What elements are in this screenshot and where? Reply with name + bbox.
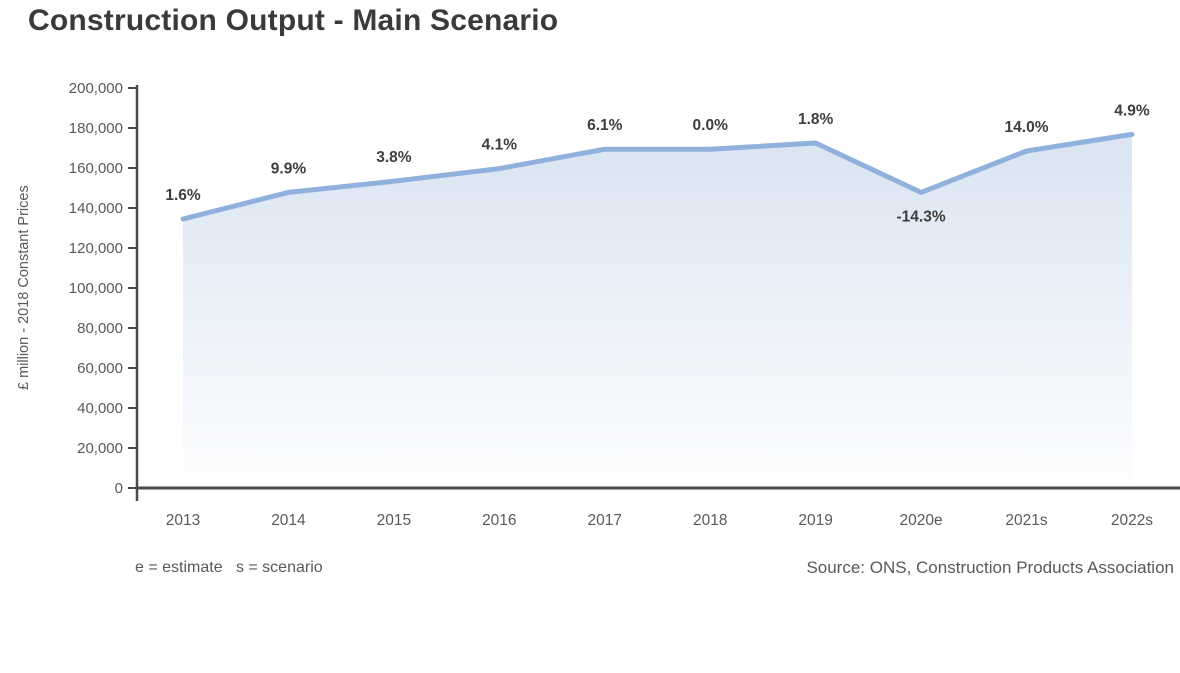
data-label: 1.6%: [165, 187, 201, 204]
x-axis-label: 2016: [482, 512, 516, 529]
x-axis-label: 2021s: [1005, 512, 1047, 529]
y-tick-label: 160,000: [69, 160, 123, 177]
x-axis-label: 2017: [588, 512, 622, 529]
y-tick-label: 140,000: [69, 200, 123, 217]
data-label: 3.8%: [376, 149, 412, 166]
y-tick-label: 60,000: [77, 360, 123, 377]
trend-line: [180, 131, 1135, 222]
y-tick-label: 200,000: [69, 80, 123, 97]
x-axis-label: 2022s: [1111, 512, 1153, 529]
x-axis-label: 2014: [271, 512, 306, 529]
chart-title: Construction Output - Main Scenario: [28, 4, 559, 37]
x-axis-label: 2013: [166, 512, 200, 529]
y-tick-label: 180,000: [69, 120, 123, 137]
source-attribution: Source: ONS, Construction Products Assoc…: [806, 558, 1174, 577]
y-tick-label: 0: [115, 480, 123, 497]
data-label: 1.8%: [798, 111, 834, 128]
x-axis-label: 2019: [798, 512, 832, 529]
x-axis-label: 2015: [377, 512, 411, 529]
y-tick-label: 100,000: [69, 280, 123, 297]
data-label: 9.9%: [271, 160, 307, 177]
y-tick-label: 80,000: [77, 320, 123, 337]
data-label: 14.0%: [1005, 119, 1049, 136]
footnote-legend: e = estimate s = scenario: [135, 559, 323, 576]
data-label: 4.1%: [482, 137, 518, 154]
y-tick-label: 20,000: [77, 440, 123, 457]
data-label: -14.3%: [897, 208, 946, 225]
area-fill: [183, 134, 1132, 487]
y-tick-label: 120,000: [69, 240, 123, 257]
data-label: 0.0%: [693, 117, 729, 134]
y-tick-label: 40,000: [77, 400, 123, 417]
data-label: 6.1%: [587, 117, 623, 134]
x-axis-label: 2018: [693, 512, 727, 529]
x-axis-label: 2020e: [900, 512, 943, 529]
data-label: 4.9%: [1114, 102, 1150, 119]
